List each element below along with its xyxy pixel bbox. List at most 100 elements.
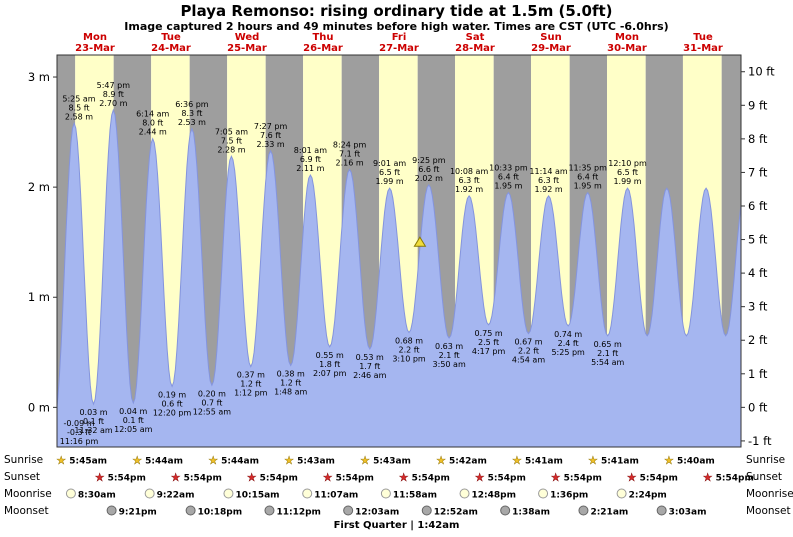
annotation-line: 7:27 pm bbox=[254, 122, 288, 131]
moonset-circle-icon bbox=[578, 505, 589, 516]
annotation-line: 6.4 ft bbox=[577, 173, 598, 182]
left-axis-label: 2 m bbox=[28, 180, 50, 194]
annotation-line: 0.03 m bbox=[79, 408, 107, 417]
annotation-line: 1:48 am bbox=[274, 388, 307, 397]
annotation-line: 12:10 pm bbox=[608, 159, 647, 168]
sunrise-time: 5:45am bbox=[69, 457, 107, 467]
annotation-line: 12:20 pm bbox=[153, 408, 192, 417]
tide-annotation-high: 10:33 pm6.4 ft1.95 m bbox=[489, 164, 528, 191]
tide-annotation-low: 0.75 m2.5 ft4:17 pm bbox=[472, 329, 506, 356]
moonrise-row-label-left: Moonrise bbox=[4, 488, 52, 500]
annotation-line: 2.5 ft bbox=[478, 338, 499, 347]
sunset-row-label-right: Sunset bbox=[746, 471, 783, 483]
moonset-row-label-right: Moonset bbox=[746, 505, 791, 517]
sunrise-time: 5:40am bbox=[677, 457, 715, 467]
moonset-time: 1:38am bbox=[512, 508, 550, 518]
sunrise-star-icon: ★ bbox=[360, 454, 370, 467]
right-axis-label: 4 ft bbox=[748, 266, 768, 280]
moonset-circle-icon bbox=[343, 505, 354, 516]
annotation-line: 0.1 ft bbox=[123, 416, 144, 425]
annotation-line: 12:05 am bbox=[114, 425, 153, 434]
annotation-line: 2.11 m bbox=[296, 164, 324, 173]
moonrise-time: 12:48pm bbox=[472, 491, 516, 501]
current-tide-marker bbox=[413, 236, 427, 247]
annotation-line: 2.16 m bbox=[336, 159, 364, 168]
annotation-line: 0.55 m bbox=[316, 351, 344, 360]
tide-annotation-high: 7:27 pm7.6 ft2.33 m bbox=[254, 122, 288, 149]
annotation-line: 12:55 am bbox=[193, 407, 232, 416]
annotation-line: 11:35 pm bbox=[568, 164, 607, 173]
right-axis-label: 2 ft bbox=[748, 333, 768, 347]
moonset-row: 9:21pm 10:18pm 11:12pm 12:03am 12:52am 1:38am… bbox=[106, 505, 707, 518]
annotation-line: 0.04 m bbox=[119, 407, 147, 416]
day-name: Wed bbox=[235, 32, 260, 43]
annotation-line: 3:50 am bbox=[433, 360, 466, 369]
annotation-line: 9:01 am bbox=[373, 159, 406, 168]
annotation-line: 1.2 ft bbox=[280, 379, 301, 388]
tide-annotation-high: 8:01 am6.9 ft2.11 m bbox=[294, 146, 327, 173]
moonset-circle-icon bbox=[421, 505, 432, 516]
tide-annotation-low: 0.38 m1.2 ft1:48 am bbox=[274, 370, 307, 397]
annotation-line: 5:25 am bbox=[62, 94, 95, 103]
moonrise-circle-icon bbox=[616, 488, 627, 499]
right-axis-label: -1 ft bbox=[748, 434, 772, 448]
sunrise-star-icon: ★ bbox=[512, 454, 522, 467]
annotation-line: 1.95 m bbox=[574, 182, 602, 191]
moonrise-time: 11:58am bbox=[393, 491, 437, 501]
annotation-line: 2:46 am bbox=[353, 371, 386, 380]
annotation-line: 2.33 m bbox=[257, 140, 285, 149]
moonset-time: 3:03am bbox=[669, 508, 707, 518]
moonset-circle-icon bbox=[656, 505, 667, 516]
tide-annotation-low: 0.65 m2.1 ft5:54 am bbox=[591, 340, 624, 367]
annotation-line: 6.4 ft bbox=[498, 173, 519, 182]
sunrise-star-icon: ★ bbox=[284, 454, 294, 467]
sunrise-star-icon: ★ bbox=[588, 454, 598, 467]
moonset-time: 9:21pm bbox=[119, 508, 157, 518]
moonrise-circle-icon bbox=[144, 488, 155, 499]
annotation-line: 7.1 ft bbox=[339, 150, 360, 159]
moonset-circle-icon bbox=[500, 505, 511, 516]
day-name: Sat bbox=[466, 32, 485, 43]
annotation-line: 6.6 ft bbox=[418, 165, 439, 174]
page-title: Playa Remonso: rising ordinary tide at 1… bbox=[180, 2, 613, 20]
annotation-line: 2.44 m bbox=[139, 128, 167, 137]
annotation-line: 6.3 ft bbox=[538, 176, 559, 185]
annotation-line: 2.28 m bbox=[217, 145, 245, 154]
annotation-line: 1.99 m bbox=[375, 177, 403, 186]
right-axis-label: 8 ft bbox=[748, 132, 768, 146]
annotation-line: 8.3 ft bbox=[181, 109, 202, 118]
right-axis-label: 7 ft bbox=[748, 165, 768, 179]
sunset-star-icon: ★ bbox=[247, 471, 257, 484]
sunset-star-icon: ★ bbox=[399, 471, 409, 484]
tide-annotation-low: 0.37 m1.2 ft1:12 pm bbox=[234, 371, 268, 398]
sunrise-star-icon: ★ bbox=[132, 454, 142, 467]
day-name: Thu bbox=[312, 32, 333, 43]
tide-annotation-high: 5:47 pm8.9 ft2.70 m bbox=[97, 81, 131, 108]
annotation-line: 0.53 m bbox=[356, 353, 384, 362]
day-date: 25-Mar bbox=[227, 43, 267, 54]
annotation-line: 8:01 am bbox=[294, 146, 327, 155]
day-date: 31-Mar bbox=[683, 43, 723, 54]
annotation-line: 4:17 pm bbox=[472, 347, 506, 356]
day-name: Mon bbox=[615, 32, 639, 43]
tide-annotation-high: 8:24 pm7.1 ft2.16 m bbox=[333, 141, 367, 168]
tide-annotation-low: 0.55 m1.8 ft2:07 pm bbox=[313, 351, 347, 378]
annotation-line: 0.20 m bbox=[198, 389, 226, 398]
day-name: Tue bbox=[161, 32, 181, 43]
moonset-time: 11:12pm bbox=[276, 508, 320, 518]
annotation-line: 2:07 pm bbox=[313, 369, 347, 378]
sunset-star-icon: ★ bbox=[551, 471, 561, 484]
annotation-line: 8.9 ft bbox=[103, 90, 124, 99]
annotation-line: 6:36 pm bbox=[175, 100, 209, 109]
annotation-line: 2.53 m bbox=[178, 118, 206, 127]
